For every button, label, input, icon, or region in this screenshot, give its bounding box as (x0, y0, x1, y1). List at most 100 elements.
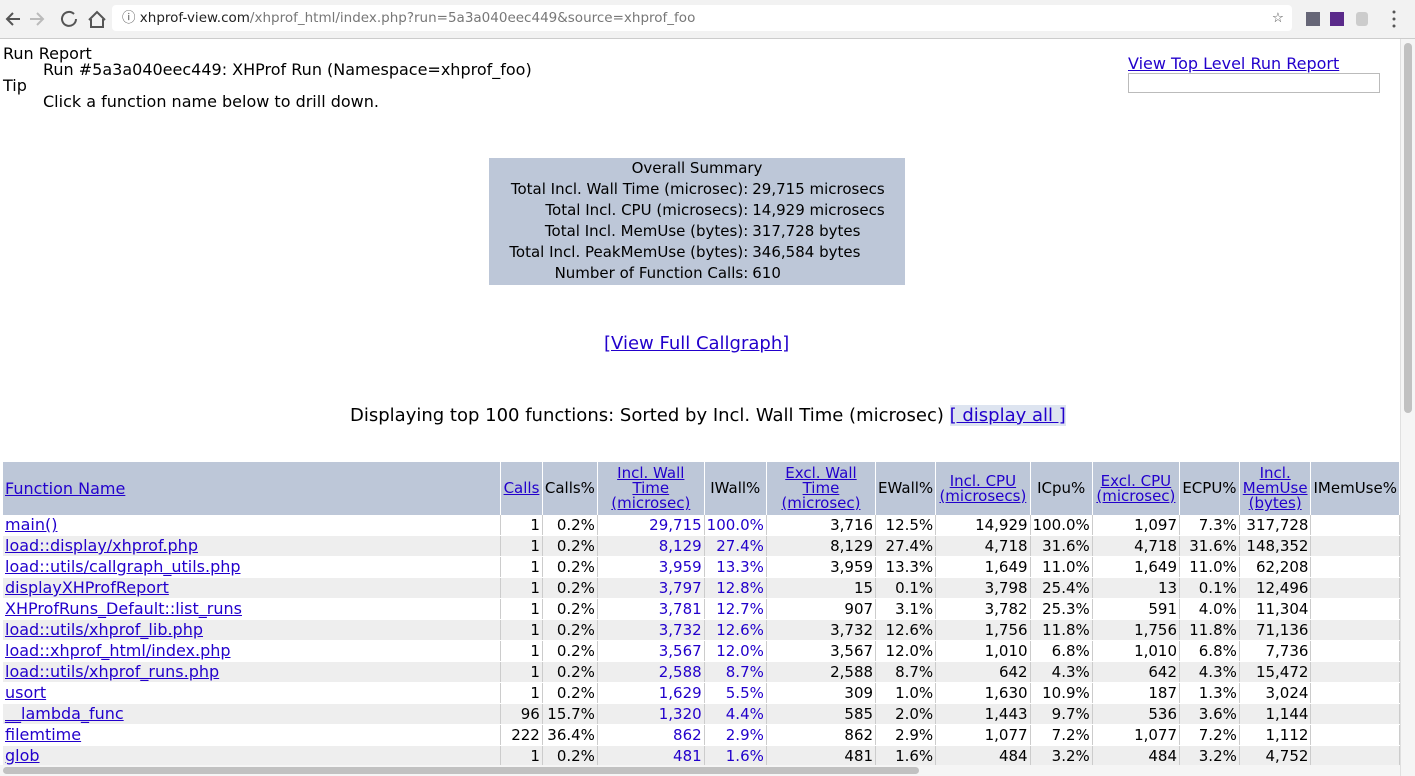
metric-cell: 222 (500, 724, 543, 746)
display-all-link[interactable]: [ display all ] (949, 405, 1066, 426)
column-label: Calls% (544, 479, 595, 497)
metric-cell: 0.2% (542, 640, 598, 662)
scroll-thumb[interactable] (3, 767, 919, 774)
summary-table: Total Incl. Wall Time (microsec): 29,715 … (509, 179, 884, 284)
metric-cell: 7.2% (1179, 724, 1240, 746)
function-cell: load::utils/callgraph_utils.php (3, 556, 502, 578)
menu-dot[interactable] (1392, 17, 1396, 21)
column-header: Incl. Wall Time (microsec) (597, 462, 705, 515)
metric-cell: 3,959 (597, 556, 705, 578)
metric-cell: 8,129 (597, 535, 705, 557)
function-link[interactable]: load::utils/callgraph_utils.php (5, 557, 241, 576)
metric-cell (1310, 745, 1400, 765)
function-table: Function Name Calls Calls% Incl. Wall Time … (3, 462, 1400, 765)
forward-button[interactable] (30, 12, 45, 26)
metric-cell (1310, 661, 1400, 683)
metric-cell (1310, 640, 1400, 662)
address-bar[interactable]: ⓘ xhprof-view.com/xhprof_html/index.php?… (112, 5, 1292, 31)
metric-cell: 1 (500, 535, 543, 557)
column-header: Incl. CPU (microsecs) (935, 462, 1031, 515)
function-link[interactable]: load::utils/xhprof_lib.php (5, 620, 204, 639)
metric-cell: 2.9% (875, 724, 937, 746)
metric-cell (1310, 619, 1400, 641)
metric-cell: 31.6% (1179, 535, 1240, 557)
sort-link[interactable]: Incl. MemUse (bytes) (1242, 464, 1308, 512)
function-cell: displayXHProfReport (3, 577, 502, 599)
metric-cell: 0.2% (542, 535, 598, 557)
function-link[interactable]: main() (5, 515, 58, 534)
tip-label: Tip (3, 76, 27, 95)
menu-dot[interactable] (1392, 24, 1396, 28)
function-link[interactable]: usort (5, 683, 47, 702)
sort-link[interactable]: Incl. CPU (microsecs) (939, 471, 1027, 505)
metric-cell: 1,649 (1092, 556, 1181, 578)
metric-cell: 1.3% (1179, 682, 1240, 704)
horizontal-scrollbar[interactable] (0, 765, 1400, 776)
metric-cell (1310, 598, 1400, 620)
metric-cell: 0.2% (542, 515, 598, 536)
vertical-scrollbar[interactable] (1400, 39, 1415, 776)
reload-button[interactable] (61, 10, 77, 27)
column-header: ICpu% (1030, 462, 1093, 515)
extension-icon[interactable] (1330, 12, 1344, 26)
top-level-link[interactable]: View Top Level Run Report (1128, 54, 1340, 73)
extension-icons (1306, 10, 1396, 28)
back-button[interactable] (5, 12, 20, 26)
summary-label: Total Incl. PeakMemUse (bytes): (509, 243, 749, 261)
metric-cell: 96 (500, 703, 543, 725)
display-line: Displaying top 100 functions: Sorted by … (350, 405, 1066, 426)
metric-cell: 2.0% (875, 703, 937, 725)
metric-cell: 3,959 (766, 556, 877, 578)
metric-cell: 8.7% (875, 661, 937, 683)
sort-link[interactable]: Function Name (5, 479, 126, 498)
metric-cell: 1,144 (1239, 703, 1312, 725)
function-link[interactable]: __lambda_func (5, 704, 124, 723)
callgraph-link[interactable]: [View Full Callgraph] (604, 333, 790, 354)
page-content: Run Report Run #5a3a040eec449: XHProf Ru… (0, 39, 1400, 765)
function-link[interactable]: load::display/xhprof.php (5, 536, 198, 555)
column-label: ECPU% (1182, 479, 1237, 497)
menu-dot[interactable] (1392, 10, 1396, 14)
nav-buttons (5, 10, 106, 28)
function-link[interactable]: displayXHProfReport (5, 578, 169, 597)
search-input[interactable] (1128, 73, 1380, 93)
function-row: XHProfRuns_Default::list_runs 1 0.2% 3,781 1… (3, 598, 1400, 620)
metric-cell: 4,718 (935, 535, 1031, 557)
metric-cell: 36.4% (542, 724, 598, 746)
bookmark-star[interactable]: ☆ (1271, 10, 1284, 26)
column-header: IWall% (704, 462, 767, 515)
function-row: main() 1 0.2% 29,715 100.0% 3,716 12.5% 14,929 1… (3, 515, 1400, 536)
summary-row: Total Incl. CPU (microsecs): 14,929 micro… (509, 200, 884, 221)
metric-cell: 5.5% (704, 682, 767, 704)
function-link[interactable]: load::xhprof_html/index.php (5, 641, 231, 660)
function-link[interactable]: glob (5, 746, 40, 765)
sort-link[interactable]: Excl. CPU (microsec) (1096, 471, 1176, 505)
sort-link[interactable]: Excl. Wall Time (microsec) (781, 464, 861, 512)
function-row: load::utils/xhprof_runs.php 1 0.2% 2,588 8.7… (3, 661, 1400, 683)
summary-value: 346,584 bytes (752, 243, 861, 261)
summary-label: Total Incl. Wall Time (microsec): (510, 180, 749, 198)
metric-cell: 3,567 (766, 640, 877, 662)
metric-cell: 6.8% (1179, 640, 1240, 662)
metric-cell: 1 (500, 556, 543, 578)
extension-icon[interactable] (1356, 12, 1368, 26)
function-cell: load::xhprof_html/index.php (3, 640, 502, 662)
metric-cell: 3,716 (766, 515, 877, 536)
scroll-thumb[interactable] (1404, 43, 1412, 413)
function-row: __lambda_func 96 15.7% 1,320 4.4% 585 2.0% 1,44… (3, 703, 1400, 725)
sort-link[interactable]: Calls (503, 479, 540, 497)
metric-cell: 1,443 (935, 703, 1031, 725)
function-link[interactable]: filemtime (5, 725, 82, 744)
metric-cell: 484 (1092, 745, 1181, 765)
metric-cell: 7.3% (1179, 515, 1240, 536)
sort-link[interactable]: Incl. Wall Time (microsec) (611, 464, 691, 512)
extension-icon[interactable] (1306, 12, 1320, 26)
function-link[interactable]: XHProfRuns_Default::list_runs (5, 599, 242, 618)
info-icon: ⓘ (122, 10, 136, 26)
tip-text: Click a function name below to drill dow… (43, 92, 379, 111)
metric-cell: 11.8% (1179, 619, 1240, 641)
function-link[interactable]: load::utils/xhprof_runs.php (5, 662, 220, 681)
home-button[interactable] (88, 10, 106, 28)
metric-cell: 6.8% (1030, 640, 1093, 662)
function-cell: XHProfRuns_Default::list_runs (3, 598, 502, 620)
